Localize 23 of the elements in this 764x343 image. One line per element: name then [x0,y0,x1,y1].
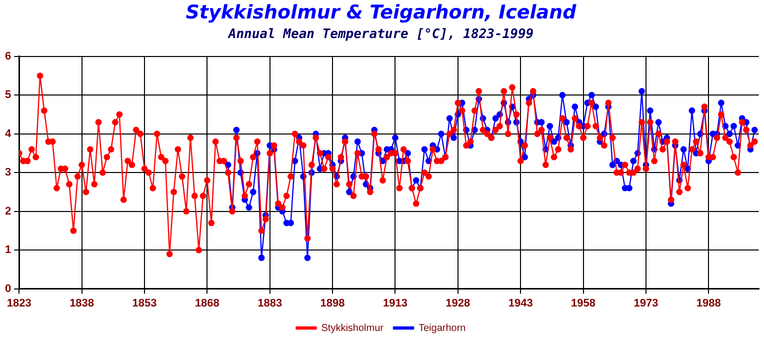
y-tick-label: 3 [4,166,12,179]
legend-label: Stykkisholmur [321,322,384,334]
x-tick-label: 1928 [446,297,470,310]
x-tick-label: 1823 [6,297,32,310]
x-tick-label: 1883 [258,297,282,310]
y-tick-label: 5 [4,89,12,102]
y-tick-label: 4 [4,128,12,140]
x-tick-label: 1943 [508,297,533,310]
chart-title: Stykkisholmur & Teigarhorn, Iceland [186,1,577,24]
x-tick-label: 1913 [382,297,408,310]
x-tick-label: 1958 [571,297,596,310]
y-tick-label: 6 [4,50,12,62]
x-tick-label: 1973 [634,297,658,310]
x-tick-label: 1838 [70,297,94,310]
x-tick-label: 1988 [696,297,721,310]
x-tick-label: 1853 [132,297,157,310]
y-tick-label: 2 [4,205,12,218]
chart-subtitle: Annual Mean Temperature [°C], 1823-1999 [227,26,534,42]
y-tick-label: 1 [4,244,12,256]
x-tick-label: 1868 [194,297,220,310]
y-tick-label: 0 [4,282,12,295]
legend-label: Teigarhorn [418,322,466,334]
x-tick-label: 1898 [320,297,345,310]
